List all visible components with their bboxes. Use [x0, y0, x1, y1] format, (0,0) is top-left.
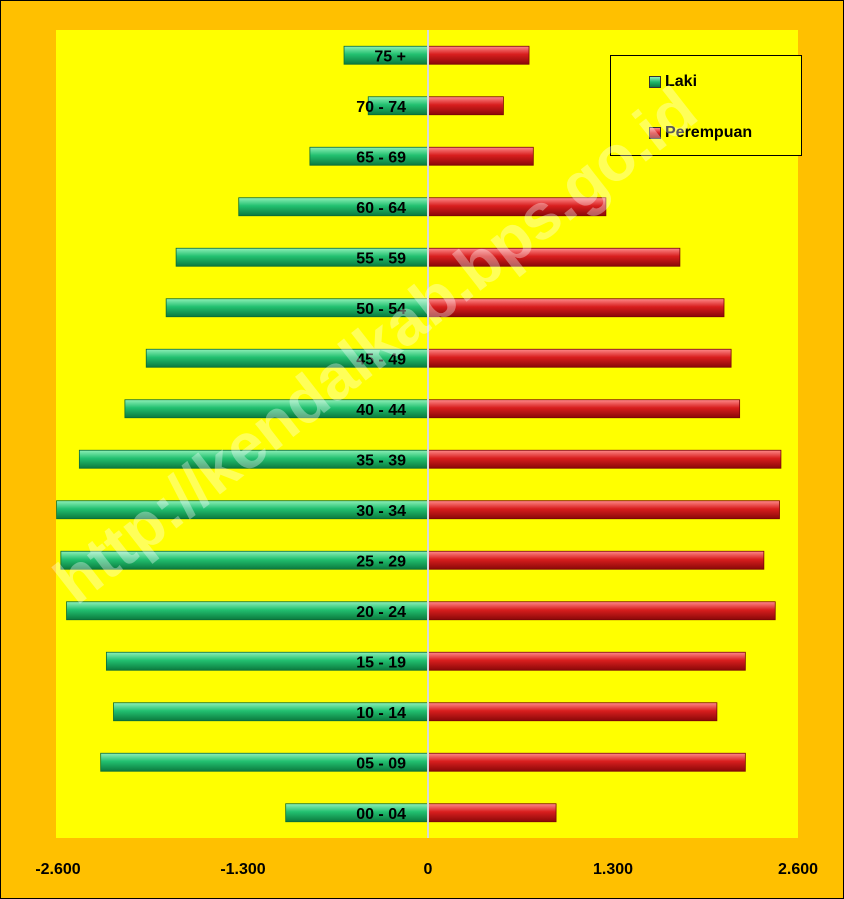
category-label: 65 - 69	[356, 149, 406, 166]
perempuan-bar-20-24	[427, 601, 776, 621]
category-label: 15 - 19	[356, 654, 406, 671]
perempuan-bar-40-44	[427, 399, 741, 419]
perempuan-swatch	[649, 127, 661, 139]
legend-item-perempuan: Perempuan	[649, 124, 752, 142]
perempuan-bar-55-59	[427, 247, 681, 267]
category-label: 50 - 54	[356, 301, 406, 318]
perempuan-bar-05-09	[427, 752, 746, 772]
category-label: 00 - 04	[356, 806, 406, 823]
category-label: 45 - 49	[356, 351, 406, 368]
category-label: 40 - 44	[356, 402, 406, 419]
perempuan-bar-45-49	[427, 348, 732, 368]
laki-swatch	[649, 76, 661, 88]
category-label: 20 - 24	[356, 604, 406, 621]
x-tick-label: 0	[424, 861, 433, 878]
perempuan-bar-50-54	[427, 298, 725, 318]
legend: Laki Perempuan	[610, 55, 802, 156]
x-tick-label: 1.300	[593, 861, 633, 878]
perempuan-bar-70-74	[427, 96, 504, 116]
perempuan-bar-30-34	[427, 500, 780, 520]
category-label: 30 - 34	[356, 503, 406, 520]
category-label: 75 +	[374, 48, 406, 65]
perempuan-bar-15-19	[427, 651, 746, 671]
category-label: 60 - 64	[356, 200, 406, 217]
category-label: 70 - 74	[356, 99, 406, 116]
legend-item-laki: Laki	[649, 73, 697, 91]
legend-label-perempuan: Perempuan	[665, 124, 753, 141]
perempuan-bar-35-39	[427, 449, 782, 469]
x-tick-label: -1.300	[220, 861, 265, 878]
perempuan-bar-10-14	[427, 702, 718, 722]
category-label: 55 - 59	[356, 250, 406, 267]
legend-label-laki: Laki	[665, 73, 698, 90]
category-label: 35 - 39	[356, 452, 406, 469]
perempuan-bar-75plus	[427, 45, 530, 65]
x-tick-label: 2.600	[778, 861, 818, 878]
x-tick-label: -2.600	[35, 861, 80, 878]
category-label: 10 - 14	[356, 705, 406, 722]
perempuan-bar-25-29	[427, 550, 765, 570]
perempuan-bar-60-64	[427, 197, 607, 217]
perempuan-bar-65-69	[427, 146, 534, 166]
perempuan-bar-00-04	[427, 803, 557, 823]
category-label: 05 - 09	[356, 755, 406, 772]
category-label: 25 - 29	[356, 553, 406, 570]
